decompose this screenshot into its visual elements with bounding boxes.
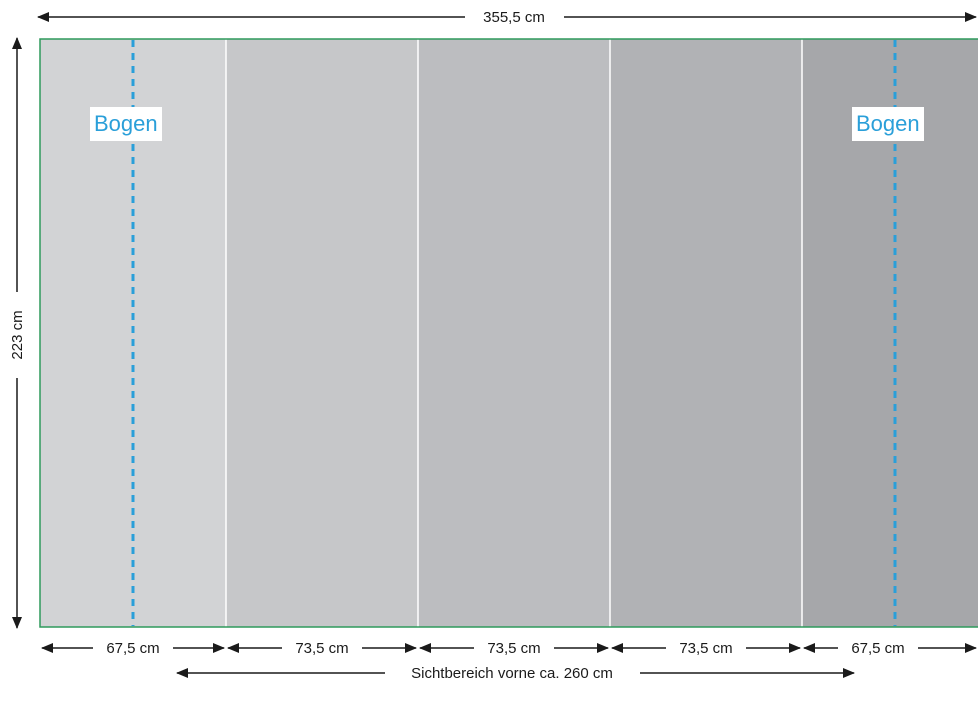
panel-5-width-label: 67,5 cm	[851, 640, 904, 657]
wall-frame	[39, 38, 978, 628]
overall-height-dimension: 223 cm	[9, 37, 26, 629]
panels-group	[40, 39, 978, 627]
panel-4-width-label: 73,5 cm	[679, 640, 732, 657]
panel-3-width-label: 73,5 cm	[487, 640, 540, 657]
overall-width-label: 355,5 cm	[483, 9, 545, 26]
overall-width-dimension: 355,5 cm	[37, 9, 977, 26]
fold-label-right: Bogen	[852, 107, 924, 141]
panel-2-width-label: 73,5 cm	[295, 640, 348, 657]
fold-label-left: Bogen	[90, 107, 162, 141]
panel-4	[610, 39, 802, 627]
overall-height-label: 223 cm	[9, 310, 26, 359]
panel-1-width-dimension: 67,5 cm	[41, 640, 225, 657]
panel-3	[418, 39, 610, 627]
panel-5-width-dimension: 67,5 cm	[803, 640, 977, 657]
panel-2	[226, 39, 418, 627]
panel-width-dimensions: 67,5 cm 73,5 cm 73,5 cm 73,5 cm 67,5 cm	[41, 640, 977, 657]
visible-area-dimension: Sichtbereich vorne ca. 260 cm	[176, 665, 855, 682]
panel-1-width-label: 67,5 cm	[106, 640, 159, 657]
visible-area-label: Sichtbereich vorne ca. 260 cm	[411, 665, 613, 682]
panel-4-width-dimension: 73,5 cm	[611, 640, 801, 657]
panel-separators	[225, 39, 803, 627]
panel-2-width-dimension: 73,5 cm	[227, 640, 417, 657]
panel-3-width-dimension: 73,5 cm	[419, 640, 609, 657]
